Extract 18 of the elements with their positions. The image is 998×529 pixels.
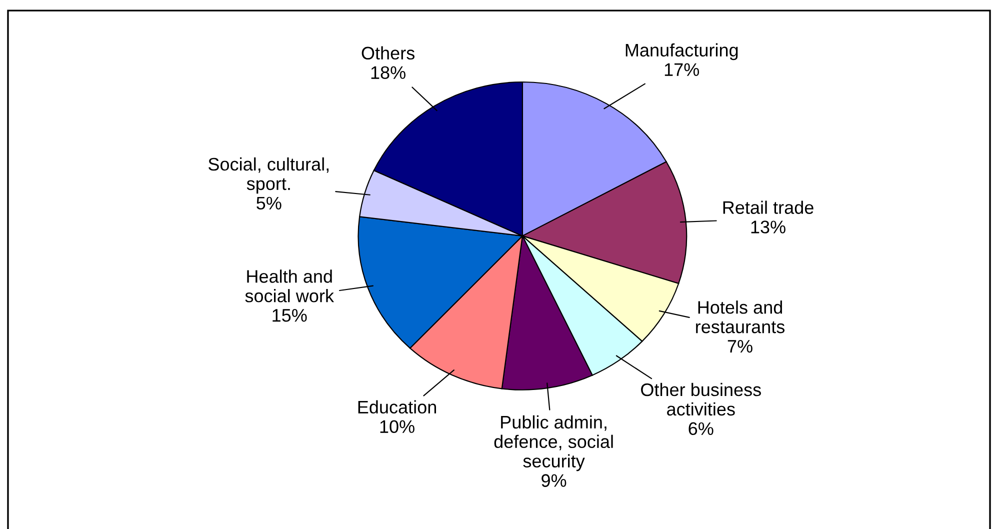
data-label: 13% (751, 220, 786, 234)
slice-label: Education (358, 400, 436, 414)
data-label: 10% (380, 420, 414, 434)
data-label: 17% (664, 63, 700, 76)
slice-label: Others (362, 46, 414, 60)
data-label: 9% (542, 474, 566, 487)
slice-label: Hotels and restaurants (696, 300, 785, 334)
data-label: 7% (728, 340, 752, 353)
data-label: 5% (256, 196, 282, 210)
slice-label: Social, cultural, sport. (208, 157, 328, 194)
slice-label: Manufacturing (626, 43, 738, 60)
slice-label: Retail trade (723, 200, 814, 214)
data-label: 18% (371, 66, 406, 79)
data-label: 6% (688, 422, 714, 436)
slice-label: Other business activities (641, 382, 761, 416)
data-label: 15% (272, 309, 307, 322)
slice-label: Public admin, defence, social security (494, 415, 613, 472)
slice-label: Health and social work (245, 270, 334, 302)
